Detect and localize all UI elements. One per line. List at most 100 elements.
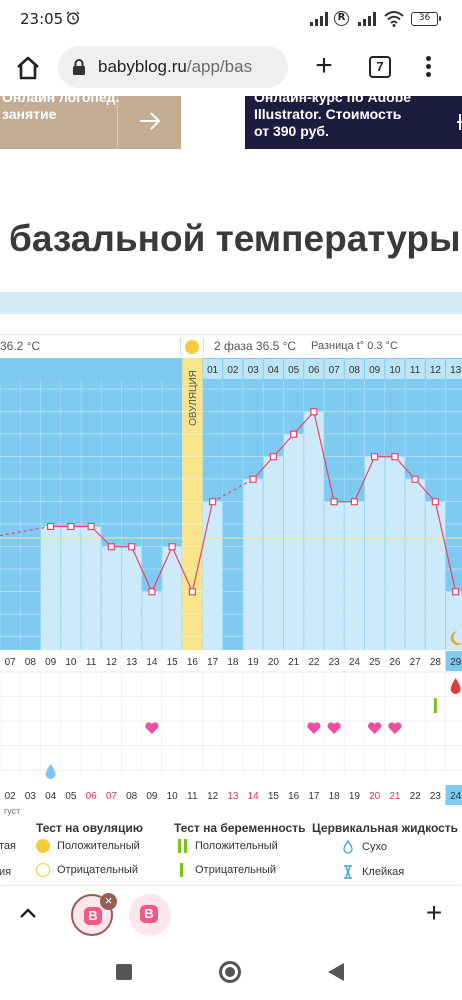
phase-day-cell	[263, 359, 283, 379]
add-tab-button[interactable]: +	[425, 897, 443, 928]
calendar-day-label: 23	[430, 791, 442, 802]
phase-day-cell	[324, 359, 344, 379]
phase-day-label: 03	[248, 365, 260, 376]
recents-button[interactable]	[116, 964, 132, 980]
calendar-day-label: 06	[86, 791, 98, 802]
legend-cervical-title: Цервикальная жидкость	[312, 821, 459, 835]
calendar-day-label: 24	[450, 791, 462, 802]
phase-day-cell	[385, 359, 405, 379]
cycle-day-label: 22	[308, 657, 320, 668]
temperature-bar	[344, 501, 364, 650]
temperature-difference: Разница t° 0.3 °С	[311, 340, 398, 352]
temp-line	[353, 456, 376, 502]
heart-icon	[145, 722, 159, 734]
calendar-day-label: 10	[167, 791, 179, 802]
phase-day-label: 09	[369, 365, 381, 376]
temp-line	[151, 546, 173, 592]
temp-point	[391, 453, 399, 461]
new-tab-button[interactable]: +	[315, 49, 333, 82]
chevron-up-icon[interactable]	[18, 906, 38, 920]
cycle-day-label: 11	[86, 657, 97, 668]
cycle-day-label: 29	[450, 657, 462, 668]
page-title: базальной температуры	[9, 218, 461, 259]
temperature-bar	[284, 434, 304, 650]
basal-temperature-chart[interactable]: 01 02 03 04 05 06 07 08 09 10 11 12 13 ОВУЛЯЦИЯ 07 08 09…	[0, 358, 462, 820]
temp-point	[411, 475, 419, 483]
ad-divider	[117, 96, 118, 149]
menu-icon[interactable]	[420, 54, 436, 80]
divider	[203, 338, 204, 356]
dry-drop-icon	[343, 840, 353, 854]
temp-point	[128, 543, 136, 551]
legend-label: Положительный	[195, 840, 278, 852]
cycle-day-label: 26	[389, 657, 401, 668]
ad-banner-illustrator[interactable]: Онлайн-курс по Adobe Illustrator. Стоимо…	[245, 96, 462, 149]
calendar-day-label: 03	[25, 791, 37, 802]
legend-label: Сухо	[362, 841, 387, 853]
chart-legend: тая ия Тест на овуляцию Положительный От…	[0, 820, 462, 886]
temperature-bar	[61, 526, 81, 650]
cycle-day-label: 24	[349, 657, 361, 668]
ad-banner-speech-therapist[interactable]: Онлайн логопед. занятие	[0, 96, 181, 149]
calendar-day-label: 05	[65, 791, 77, 802]
cycle-day-label: 25	[369, 657, 381, 668]
temperature-bar	[385, 456, 405, 650]
url-path: /app/bas	[186, 57, 253, 76]
phase-day-label: 08	[349, 365, 361, 376]
temp-point	[148, 588, 156, 596]
cycle-day-label: 20	[268, 657, 280, 668]
phase-day-label: 05	[288, 365, 300, 376]
tab-switcher-button[interactable]: 7	[369, 56, 391, 78]
ovulation-band	[182, 358, 203, 650]
cycle-day-label: 18	[227, 657, 239, 668]
cycle-day-label: 10	[65, 657, 77, 668]
temperature-bar	[203, 501, 223, 650]
temp-point	[209, 498, 217, 506]
temp-point	[67, 522, 75, 531]
temp-line	[434, 501, 457, 592]
signal-icon	[310, 12, 328, 26]
temp-point	[371, 453, 379, 461]
url-text: babyblog.ru/app/bas	[98, 57, 280, 77]
url-host: babyblog.ru	[98, 57, 187, 76]
arrow-right-icon[interactable]	[451, 112, 462, 132]
divider	[180, 338, 181, 356]
cycle-day-label: 14	[146, 657, 158, 668]
phase-day-cell	[304, 359, 324, 379]
calendar-day-label: 12	[207, 791, 219, 802]
babyblog-favicon-icon: B	[84, 907, 102, 925]
cycle-day-label: 19	[248, 657, 260, 668]
positive-ovulation-icon	[36, 839, 50, 853]
cervical-drop-icon	[45, 764, 56, 779]
tab-thumbnail[interactable]: B	[129, 894, 171, 936]
sticky-icon	[344, 865, 352, 879]
chart-top-band	[0, 292, 462, 314]
home-icon[interactable]	[14, 54, 42, 82]
arrow-right-icon[interactable]	[137, 108, 163, 134]
temp-point	[87, 522, 95, 531]
close-tab-icon[interactable]: ×	[100, 893, 117, 910]
calendar-day-label: 13	[227, 791, 239, 802]
heart-icon	[307, 722, 321, 734]
temp-line	[191, 501, 214, 592]
ad-line: Онлайн-курс по Adobe	[254, 96, 412, 105]
phase-summary-row: 36.2 °С 2 фаза 36.5 °С Разница t° 0.3 °С	[0, 334, 462, 359]
pregnancy-test-icon	[433, 698, 437, 713]
battery-icon: 36	[411, 12, 441, 26]
negative-ovulation-icon	[36, 863, 50, 877]
temp-line	[272, 433, 295, 458]
cycle-day-label: 08	[25, 657, 37, 668]
legend-fragment: тая	[0, 840, 16, 852]
temperature-bar	[243, 479, 263, 650]
temperature-bar	[162, 546, 182, 650]
address-bar[interactable]: babyblog.ru/app/bas	[58, 46, 288, 88]
alarm-icon	[66, 11, 80, 25]
cycle-axis-row	[0, 650, 462, 672]
cycle-day-label: 16	[187, 657, 199, 668]
home-nav-button[interactable]	[219, 961, 241, 983]
phase-day-label: 06	[308, 365, 320, 376]
babyblog-favicon-icon: B	[140, 905, 158, 923]
temperature-bar	[425, 501, 445, 650]
ad-line: от 390 руб.	[254, 123, 329, 139]
back-button[interactable]	[328, 963, 344, 981]
